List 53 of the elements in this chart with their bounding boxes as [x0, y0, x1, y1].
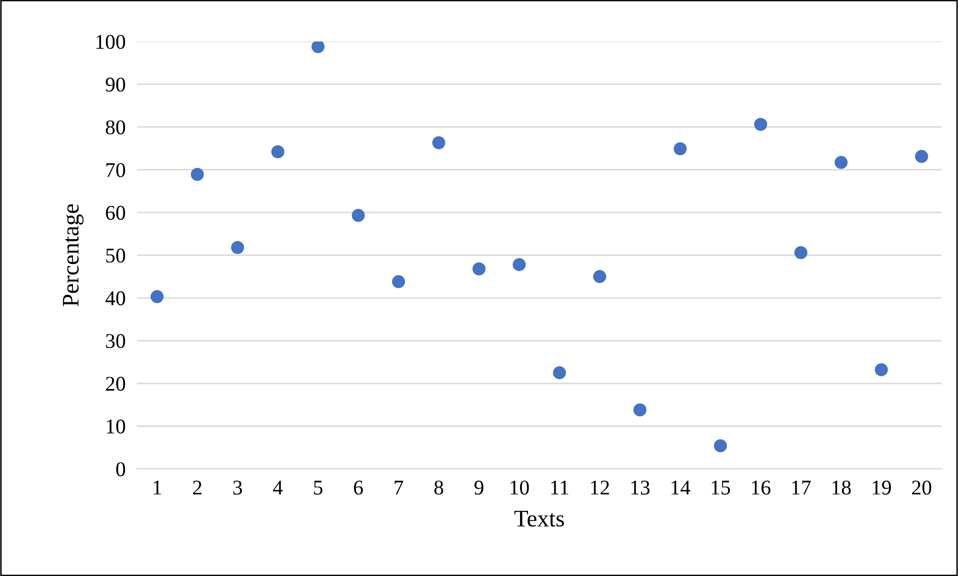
x-tick-label: 5 [314, 480, 322, 495]
point [754, 118, 768, 131]
x-tick-label: 4 [273, 480, 283, 494]
point [231, 240, 244, 254]
x-tick-label: 8 [434, 480, 444, 495]
point [834, 156, 848, 169]
point [794, 246, 808, 260]
y-tick-label: 70 [106, 163, 126, 178]
point [633, 403, 646, 416]
point [874, 363, 888, 376]
point [352, 208, 365, 222]
x-tick-label: 14 [672, 480, 690, 494]
x-tick-label: 10 [510, 480, 529, 495]
x-tick-label: 11 [551, 480, 568, 494]
x-tick-label: 9 [474, 480, 484, 495]
point [432, 136, 446, 150]
y-tick-label: 0 [116, 462, 126, 476]
point [915, 150, 928, 163]
point [674, 142, 687, 156]
x-tick-label: 18 [832, 480, 851, 495]
point [271, 145, 284, 158]
x-tick-label: 12 [591, 480, 609, 494]
point [190, 168, 204, 181]
point [512, 258, 526, 272]
point [472, 262, 486, 276]
x-tick-label: 19 [872, 480, 891, 495]
y-tick-label: 60 [106, 206, 126, 220]
y-tick-label: 40 [105, 291, 126, 306]
y-tick-label: 90 [106, 78, 126, 92]
x-tick-label: 7 [394, 480, 404, 494]
x-tick-label: 15 [712, 480, 730, 495]
x-tick-label: 13 [631, 480, 650, 495]
x-tick-label: 20 [912, 480, 932, 495]
x-tick-label: 1 [154, 480, 162, 494]
point [312, 41, 325, 54]
x-tick-label: 6 [354, 480, 363, 495]
point [714, 439, 727, 452]
point [593, 270, 606, 284]
point [392, 275, 406, 288]
y-axis-title: Percentage [62, 204, 84, 306]
x-tick-label: 3 [233, 480, 242, 495]
y-tick-label: 20 [106, 376, 126, 391]
y-tick-label: 50 [106, 248, 126, 263]
y-tick-label: 80 [106, 120, 126, 134]
point [552, 366, 566, 380]
y-tick-label: 100 [96, 34, 126, 49]
x-axis-title: Texts [514, 510, 564, 527]
x-tick-label: 16 [752, 480, 770, 495]
x-tick-label: 2 [193, 480, 202, 494]
y-tick-label: 30 [106, 334, 126, 348]
y-tick-label: 10 [106, 420, 126, 434]
x-tick-label: 17 [792, 480, 811, 494]
point [150, 290, 164, 304]
